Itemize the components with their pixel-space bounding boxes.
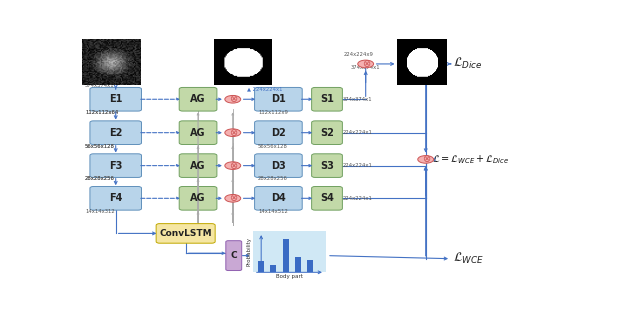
Text: 56x56x128: 56x56x128 — [85, 144, 115, 148]
Text: 14x14x512: 14x14x512 — [258, 209, 288, 214]
Text: C: C — [230, 251, 237, 260]
FancyBboxPatch shape — [179, 121, 217, 144]
Text: ⊗: ⊗ — [362, 59, 370, 69]
Text: 224x224x1: 224x224x1 — [343, 196, 372, 201]
Text: S3: S3 — [320, 161, 334, 171]
FancyBboxPatch shape — [312, 154, 342, 177]
Text: S4: S4 — [320, 193, 334, 203]
Text: 112x112x64: 112x112x64 — [85, 110, 118, 115]
Text: 56x56x128: 56x56x128 — [258, 144, 288, 148]
FancyBboxPatch shape — [255, 121, 302, 144]
Text: 112x112x64: 112x112x64 — [85, 110, 118, 115]
FancyBboxPatch shape — [90, 121, 141, 144]
Text: AG: AG — [190, 94, 206, 104]
Text: AG: AG — [190, 128, 206, 138]
Text: ⊗: ⊗ — [228, 94, 237, 104]
FancyBboxPatch shape — [255, 87, 302, 111]
Text: ▲ 224x224x1: ▲ 224x224x1 — [248, 86, 283, 91]
Text: F3: F3 — [109, 161, 122, 171]
Text: ⊗: ⊗ — [228, 128, 237, 138]
FancyBboxPatch shape — [255, 187, 302, 210]
Text: D2: D2 — [271, 128, 286, 138]
Text: S2: S2 — [320, 128, 334, 138]
FancyBboxPatch shape — [312, 121, 342, 144]
Circle shape — [358, 60, 374, 68]
Circle shape — [225, 194, 241, 202]
FancyBboxPatch shape — [179, 87, 217, 111]
FancyBboxPatch shape — [179, 187, 217, 210]
FancyBboxPatch shape — [179, 154, 217, 177]
Text: AG: AG — [190, 193, 206, 203]
Text: D1: D1 — [271, 94, 286, 104]
Text: 112x112x9: 112x112x9 — [258, 110, 288, 115]
FancyBboxPatch shape — [90, 154, 141, 177]
Text: AG: AG — [190, 161, 206, 171]
Text: E2: E2 — [109, 128, 122, 138]
Text: F4: F4 — [109, 193, 122, 203]
Text: 224x224x9: 224x224x9 — [344, 52, 373, 57]
FancyBboxPatch shape — [312, 187, 342, 210]
FancyBboxPatch shape — [312, 87, 342, 111]
Circle shape — [225, 95, 241, 103]
Text: 56x56x128: 56x56x128 — [85, 144, 115, 148]
Text: $\mathcal{L}_{Dice}$: $\mathcal{L}_{Dice}$ — [453, 56, 483, 72]
Text: 374x374x1: 374x374x1 — [351, 65, 380, 70]
Text: S1: S1 — [320, 94, 334, 104]
Circle shape — [225, 162, 241, 170]
Text: 28x28x256: 28x28x256 — [258, 176, 288, 181]
Text: $\mathcal{L} = \mathcal{L}_{WCE} + \mathcal{L}_{Dice}$: $\mathcal{L} = \mathcal{L}_{WCE} + \math… — [432, 153, 509, 166]
FancyBboxPatch shape — [90, 187, 141, 210]
Circle shape — [418, 156, 434, 163]
Text: D3: D3 — [271, 161, 286, 171]
Text: ⊗: ⊗ — [228, 193, 237, 203]
Text: 374x374x1: 374x374x1 — [85, 83, 115, 88]
Text: D4: D4 — [271, 193, 286, 203]
Text: ⊗: ⊗ — [228, 161, 237, 171]
Text: 224x224x1: 224x224x1 — [343, 130, 372, 135]
Circle shape — [225, 129, 241, 136]
Text: 224x224x1: 224x224x1 — [343, 163, 372, 168]
Text: $\mathcal{L}_{WCE}$: $\mathcal{L}_{WCE}$ — [453, 251, 484, 266]
FancyBboxPatch shape — [156, 224, 215, 243]
Text: 28x28x256: 28x28x256 — [85, 176, 115, 181]
Text: ConvLSTM: ConvLSTM — [159, 229, 212, 238]
Text: 14x14x312: 14x14x312 — [85, 209, 115, 214]
FancyBboxPatch shape — [226, 241, 242, 271]
FancyBboxPatch shape — [255, 154, 302, 177]
Text: 374x374x1: 374x374x1 — [343, 97, 372, 102]
Text: ⊗: ⊗ — [422, 154, 430, 164]
Text: E1: E1 — [109, 94, 122, 104]
Text: 28x28x256: 28x28x256 — [85, 176, 115, 181]
FancyBboxPatch shape — [90, 87, 141, 111]
